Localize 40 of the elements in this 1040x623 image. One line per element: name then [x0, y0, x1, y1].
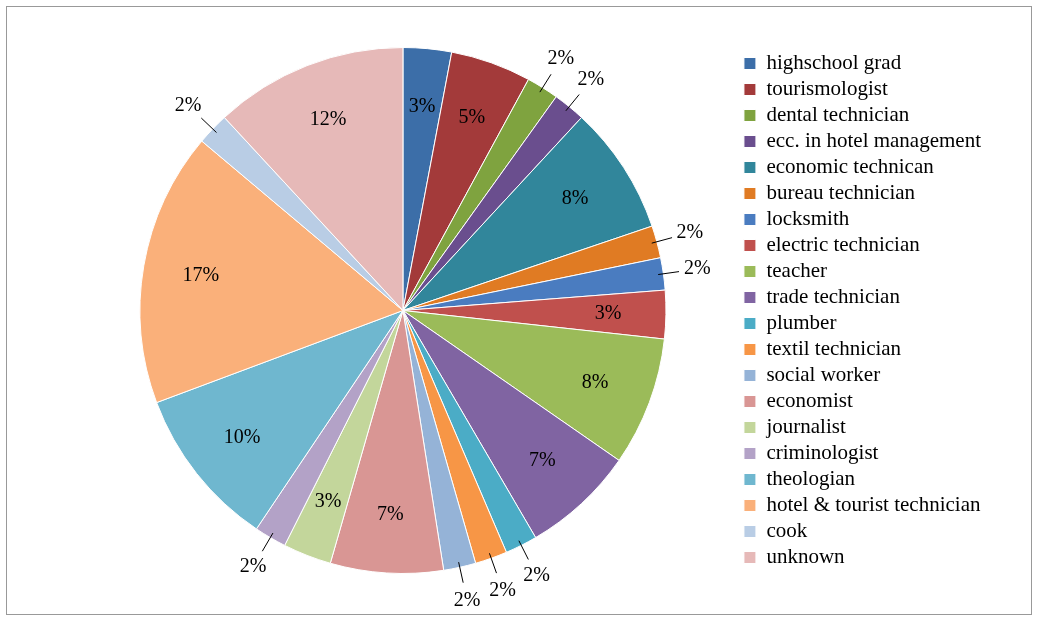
legend-label: locksmith [766, 206, 850, 231]
data-label: 2% [489, 577, 517, 600]
data-label: 5% [458, 104, 486, 127]
legend-label: criminologist [766, 440, 879, 465]
data-label: 2% [239, 554, 267, 577]
data-label: 3% [314, 488, 342, 511]
data-label: 7% [528, 448, 556, 471]
legend-label: unknown [766, 544, 846, 569]
data-label: 2% [683, 256, 711, 279]
legend-label: textil technician [766, 336, 902, 361]
data-label: 10% [223, 424, 261, 447]
data-label: 8% [561, 186, 589, 209]
data-label: 2% [577, 67, 605, 90]
data-label: 3% [408, 93, 436, 116]
legend-label: electric technician [766, 232, 921, 257]
data-label: 3% [594, 300, 622, 323]
data-label: 2% [547, 45, 575, 68]
legend-label: journalist [765, 414, 846, 439]
legend-label: theologian [766, 466, 856, 491]
legend-label: trade technician [766, 284, 901, 309]
data-label: 12% [309, 106, 347, 129]
data-label: 2% [676, 220, 704, 243]
data-label: 7% [376, 502, 404, 525]
legend-label: teacher [766, 258, 828, 283]
legend-label: dental technician [766, 102, 910, 127]
legend-label: plumber [766, 310, 837, 335]
legend-label: highschool grad [766, 50, 902, 75]
legend-label: ecc. in hotel management [766, 128, 982, 153]
legend-label: cook [766, 518, 808, 543]
data-label: 2% [523, 563, 550, 586]
data-label: 2% [174, 92, 202, 115]
legend-label: economist [766, 388, 853, 413]
legend-label: bureau technician [766, 180, 916, 205]
legend-label: economic technican [766, 154, 935, 179]
legend-label: tourismologist [766, 76, 888, 101]
data-label: 8% [581, 369, 609, 392]
data-label: 2% [453, 587, 481, 610]
data-label: 17% [182, 262, 220, 285]
legend-label: social worker [766, 362, 881, 387]
legend-label: hotel & tourist technician [766, 492, 981, 517]
